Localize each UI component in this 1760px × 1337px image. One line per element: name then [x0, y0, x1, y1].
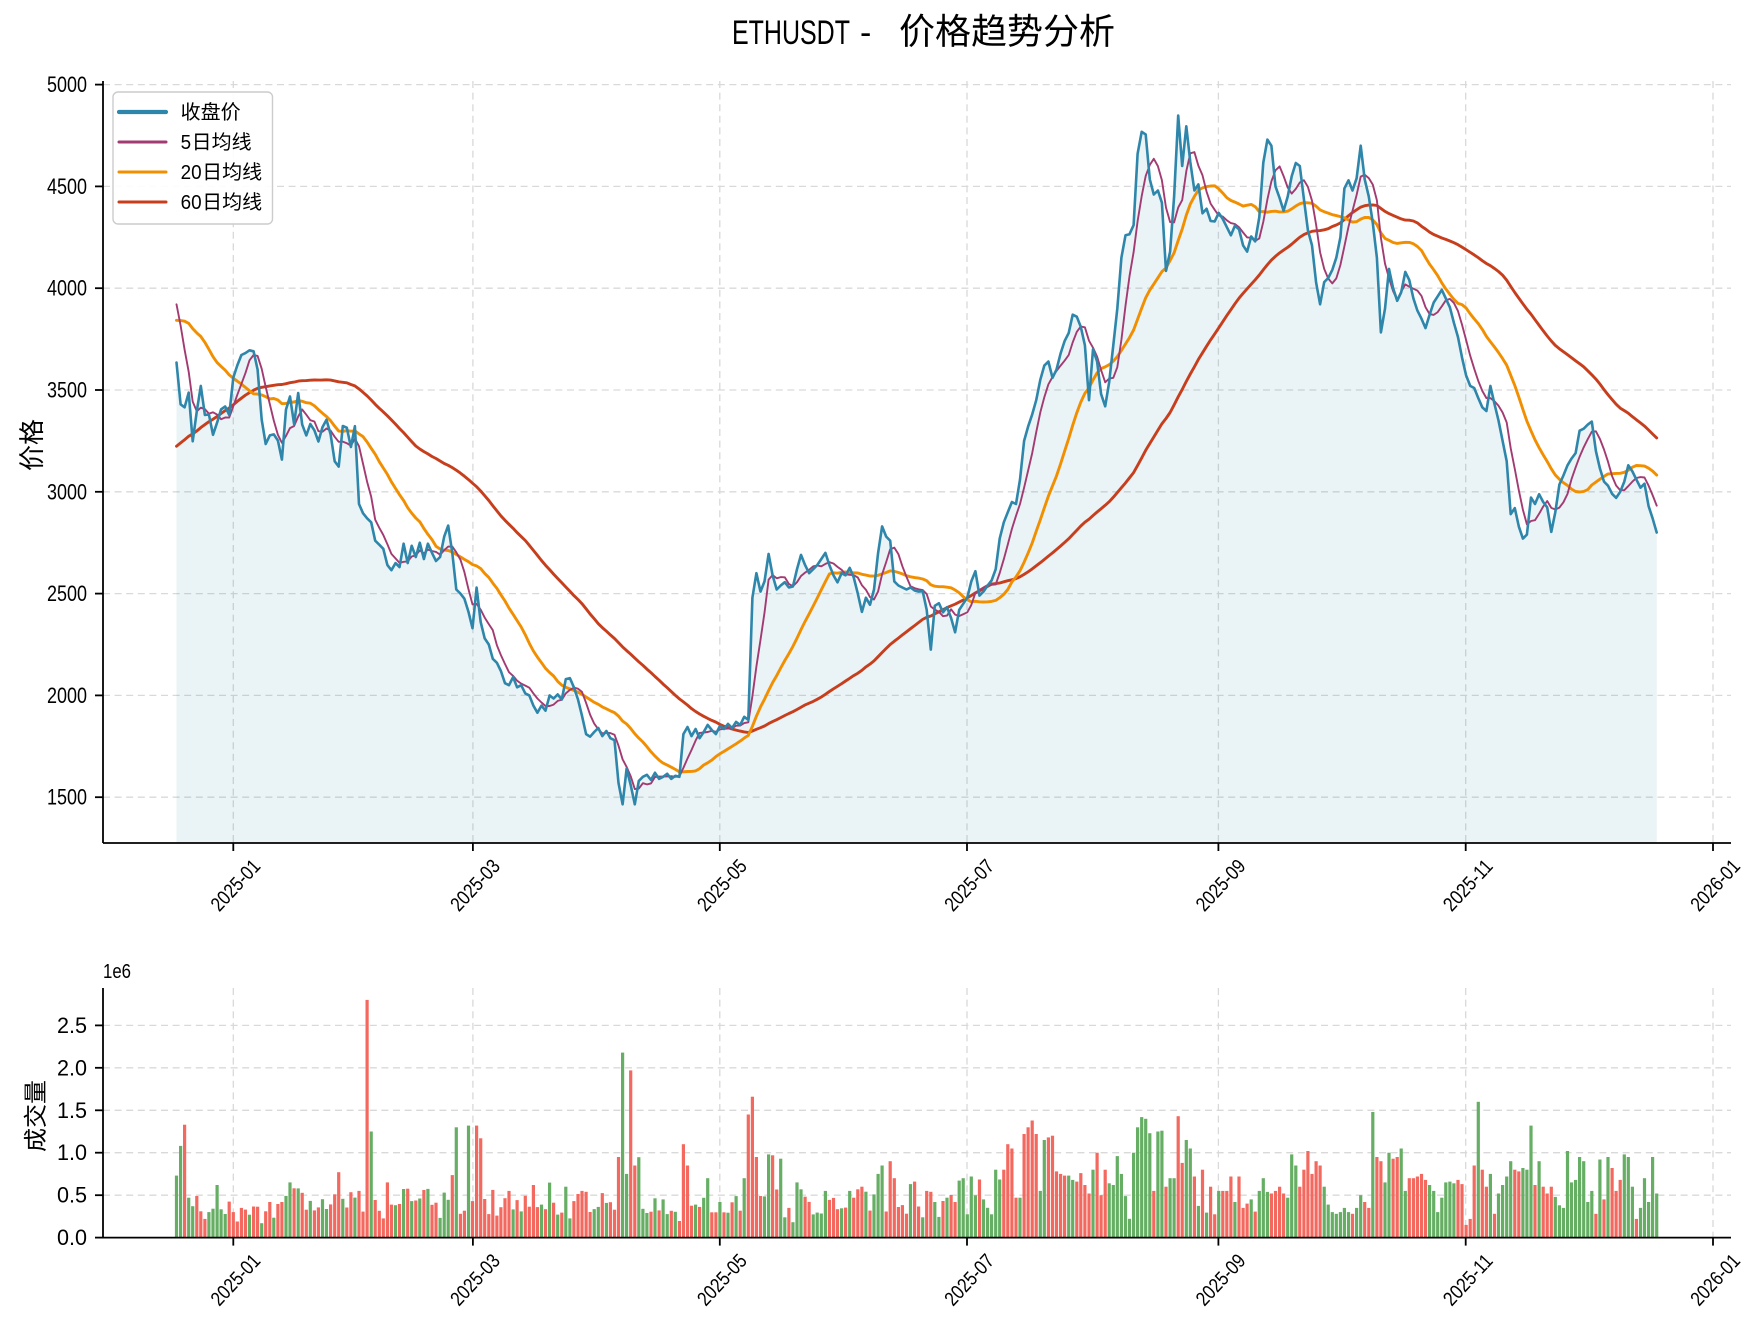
- svg-text:5000: 5000: [47, 72, 87, 97]
- svg-text:3500: 3500: [47, 378, 87, 403]
- svg-text:5: 5: [181, 132, 192, 154]
- svg-text:-: -: [860, 14, 871, 52]
- svg-text:1500: 1500: [47, 785, 87, 810]
- svg-text:2.0: 2.0: [57, 1055, 87, 1080]
- svg-text:20: 20: [181, 162, 202, 184]
- svg-text:4500: 4500: [47, 174, 87, 199]
- svg-text:0.5: 0.5: [57, 1183, 87, 1208]
- svg-text:3000: 3000: [47, 479, 87, 504]
- svg-text:4000: 4000: [47, 276, 87, 301]
- svg-text:0.0: 0.0: [57, 1225, 87, 1250]
- svg-text:1.5: 1.5: [57, 1098, 87, 1123]
- svg-text:ETHUSDT: ETHUSDT: [732, 14, 850, 52]
- svg-text:2500: 2500: [47, 581, 87, 606]
- svg-text:2.5: 2.5: [57, 1013, 87, 1038]
- svg-text:1e6: 1e6: [103, 961, 131, 983]
- svg-text:1.0: 1.0: [57, 1140, 87, 1165]
- svg-text:60: 60: [181, 192, 202, 214]
- svg-text:2000: 2000: [47, 683, 87, 708]
